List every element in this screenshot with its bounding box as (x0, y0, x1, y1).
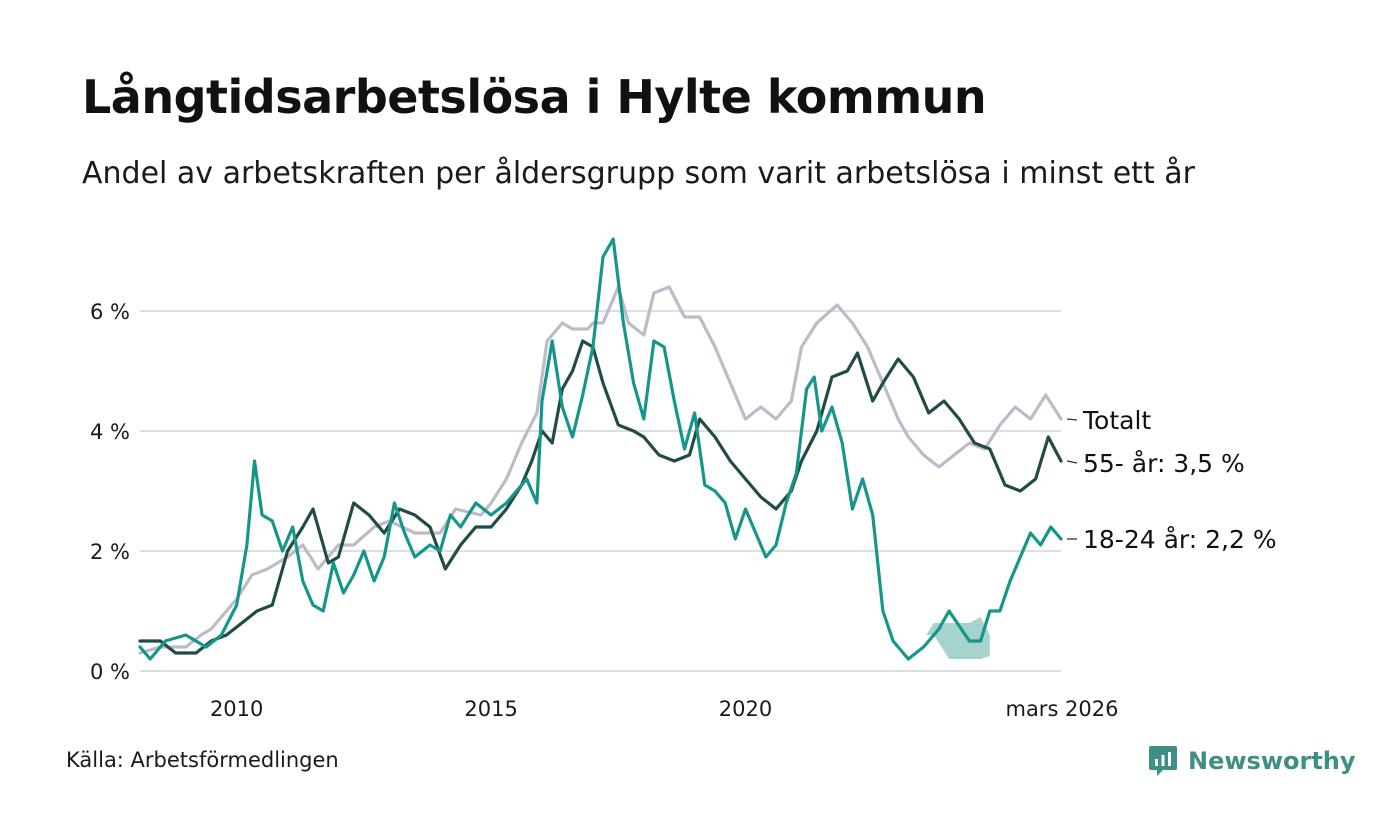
series-55-line (138, 339, 1063, 655)
brand-name: Newsworthy (1188, 747, 1356, 775)
end-label-series-55: 55- år: 3,5 % (1083, 449, 1245, 478)
chart-title: Långtidsarbetslösa i Hylte kommun (82, 70, 987, 124)
newsworthy-logo-icon (1149, 746, 1177, 776)
band-layer (926, 617, 990, 659)
y-tick-label: 6 % (90, 300, 130, 324)
brand-logo: Newsworthy (1148, 744, 1356, 778)
x-tick-label: 2015 (464, 697, 517, 721)
end-label-leader (1066, 418, 1078, 421)
y-tick-label: 4 % (90, 420, 130, 444)
line-layer (138, 237, 1063, 661)
source-note: Källa: Arbetsförmedlingen (66, 748, 339, 772)
series-totalt-line (138, 285, 1063, 655)
end-label-leader (1066, 460, 1078, 464)
x-tick-label: 2020 (719, 697, 772, 721)
chart-subtitle: Andel av arbetskraften per åldersgrupp s… (82, 156, 1195, 191)
y-tick-label: 0 % (90, 660, 130, 684)
x-tick-label: mars 2026 (1005, 697, 1118, 721)
end-label-series-totalt: Totalt (1082, 406, 1151, 435)
end-label-series-18-24: 18-24 år: 2,2 % (1083, 525, 1277, 554)
label-layer: Totalt 55- år: 3,5 % 18-24 år: 2,2 % (1066, 406, 1277, 554)
uncertainty-band (926, 617, 990, 659)
x-tick-label: 2010 (210, 697, 263, 721)
y-tick-label: 2 % (90, 540, 130, 564)
series-18-24-line (138, 237, 1063, 661)
